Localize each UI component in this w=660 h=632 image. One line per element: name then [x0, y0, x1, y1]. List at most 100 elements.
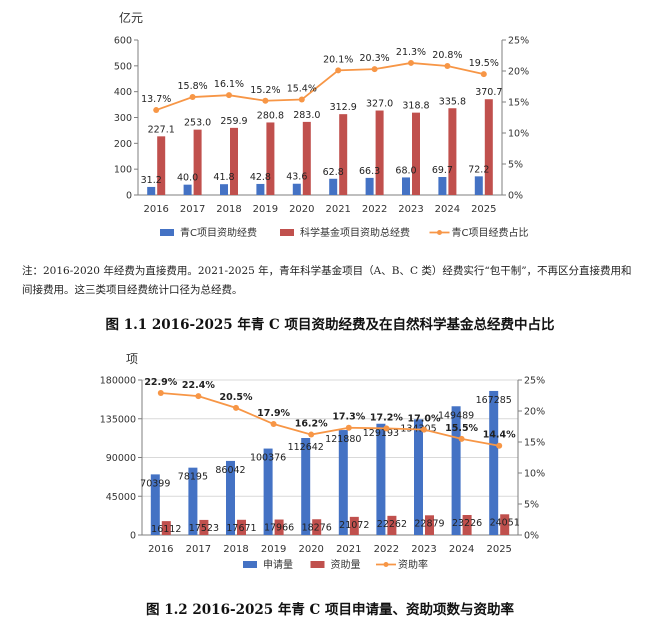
data-label: 17671: [226, 523, 256, 534]
line-point: [383, 425, 390, 432]
data-label: 66.3: [359, 166, 380, 177]
x-tick-label: 2017: [186, 544, 211, 555]
x-tick-label: 2023: [411, 544, 436, 555]
bar-series1: [147, 186, 156, 195]
line-series: [160, 392, 500, 447]
line-point: [270, 421, 277, 428]
data-label: 167285: [476, 395, 512, 406]
legend-marker: [437, 230, 442, 235]
line-point: [371, 66, 378, 73]
data-label: 22262: [377, 519, 407, 530]
y2-tick-label: 0%: [508, 191, 523, 202]
bar-series2: [266, 122, 275, 195]
bar-series2: [425, 515, 434, 535]
data-label: 227.1: [148, 124, 175, 135]
data-label: 86042: [215, 465, 245, 476]
figure2-chart: 项 0 45000 90000 135000 180000 0% 5% 10% 15% 20% 25%…: [100, 352, 545, 570]
y2-tick-label: 25%: [508, 36, 529, 47]
line-label: 16.2%: [295, 419, 328, 430]
legend-swatch: [280, 229, 294, 236]
legend-label: 青C项目资助经费: [180, 226, 257, 239]
line-label: 15.4%: [287, 84, 317, 95]
bar-series1: [301, 438, 311, 535]
legend-marker: [383, 562, 389, 567]
y-tick-label: 135000: [100, 414, 136, 425]
data-label: 62.8: [323, 167, 344, 178]
y2-tick-label: 5%: [508, 160, 523, 171]
data-label: 18276: [302, 522, 332, 533]
bar-series2: [302, 121, 311, 195]
bar-series2: [274, 519, 284, 535]
x-tick-label: 2021: [325, 204, 350, 215]
line-label: 17.2%: [370, 412, 403, 423]
x-tick-label: 2016: [143, 204, 168, 215]
y2-tick-label: 10%: [524, 469, 545, 480]
data-label: 23226: [452, 518, 482, 529]
legend-item: 资助率: [376, 558, 428, 570]
figure1-note: 注：2016-2020 年经费为直接费用。2021-2025 年，青年科学基金项…: [22, 265, 632, 296]
line-point: [496, 442, 503, 449]
line-label: 15.2%: [250, 85, 280, 96]
y-tick-label: 400: [114, 87, 132, 98]
figure1-caption: 图 1.1 2016-2025 年青 C 项目资助经费及在自然科学基金总经费中占…: [105, 317, 555, 333]
line-point: [226, 92, 232, 99]
line-point: [345, 424, 352, 431]
legend-label: 申请量: [263, 558, 293, 570]
line-point: [444, 63, 451, 70]
x-tick-label: 2018: [216, 204, 241, 215]
x-tick-label: 2021: [336, 544, 361, 555]
bar-series2: [237, 519, 246, 535]
data-label: 253.0: [184, 118, 211, 129]
data-label: 318.8: [402, 101, 429, 112]
bar-series2: [161, 521, 171, 535]
bar-series2: [157, 136, 166, 195]
bar-series1: [338, 430, 348, 535]
line-point: [233, 404, 239, 411]
line-point: [195, 393, 202, 400]
y-tick-label: 100: [114, 165, 132, 176]
line-label: 17.0%: [408, 414, 441, 425]
bar-series1: [376, 423, 386, 535]
legend-swatch: [243, 561, 257, 568]
data-label: 129193: [363, 428, 399, 439]
y2-tick-label: 20%: [508, 67, 529, 78]
y-tick-label: 180000: [100, 376, 136, 387]
line-point: [408, 59, 414, 66]
bar-series2: [412, 112, 420, 195]
bar-series1: [256, 183, 265, 195]
bar-series2: [500, 514, 510, 535]
legend-label: 青C项目经费占比: [452, 226, 529, 239]
figure1-chart: 亿元 0 100 200 300 400 500 600 0% 5% 10% 15% 20% 25% 201…: [114, 10, 529, 239]
line-label: 14.4%: [483, 430, 516, 441]
y-tick-label: 0: [130, 531, 136, 542]
bar-series2: [193, 129, 202, 195]
x-tick-label: 2018: [223, 544, 248, 555]
x-tick-label: 2016: [148, 544, 173, 555]
y-tick-label: 200: [114, 139, 132, 150]
x-tick-label: 2019: [261, 544, 286, 555]
x-tick-label: 2022: [362, 204, 387, 215]
x-tick-label: 2019: [253, 204, 278, 215]
bar-series2: [349, 516, 359, 535]
legend-swatch: [160, 229, 174, 236]
bar-series2: [339, 114, 348, 195]
data-label: 41.8: [213, 172, 234, 183]
line-point: [153, 107, 160, 114]
data-label: 22879: [414, 518, 444, 529]
line-point: [480, 71, 487, 78]
bar-series2: [312, 519, 322, 535]
data-label: 16112: [151, 524, 181, 535]
x-tick-label: 2025: [471, 204, 496, 215]
legend-label: 资助率: [398, 558, 428, 570]
bar-series1: [188, 467, 198, 535]
line-label: 21.3%: [396, 47, 426, 58]
bar-series2: [375, 110, 384, 195]
bar-series2: [462, 514, 472, 535]
y2-tick-label: 15%: [508, 98, 529, 109]
y-tick-label: 45000: [106, 492, 136, 503]
bar-series1: [402, 177, 410, 195]
line-point: [308, 431, 315, 438]
data-label: 121880: [325, 434, 361, 445]
bar-series2: [448, 108, 457, 195]
data-label: 69.7: [432, 165, 453, 176]
